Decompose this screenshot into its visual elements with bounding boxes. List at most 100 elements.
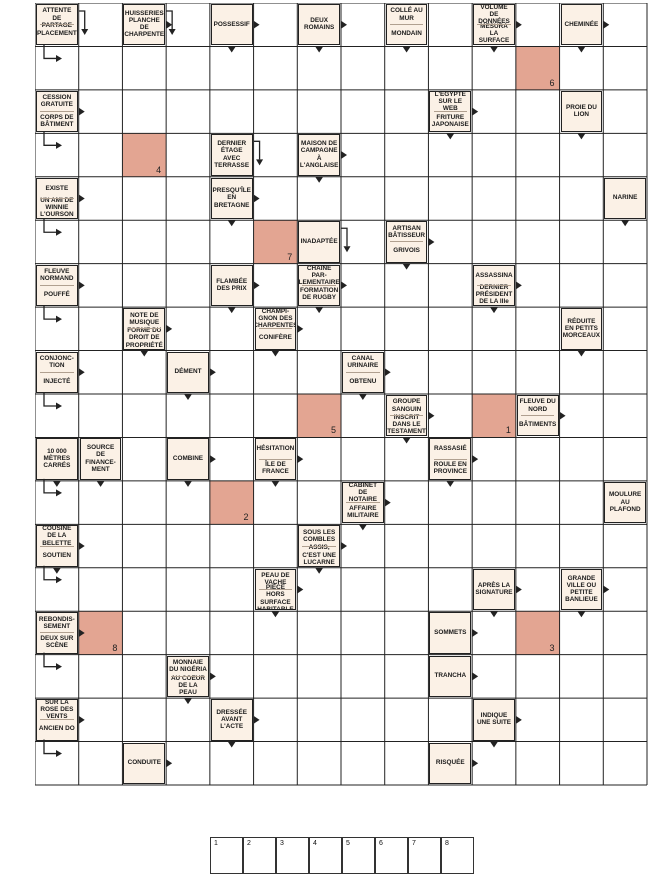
answer-cell[interactable] (341, 220, 385, 264)
answer-cell[interactable] (78, 133, 123, 177)
answer-cell[interactable] (122, 46, 167, 90)
answer-cell[interactable] (428, 176, 473, 221)
answer-cell[interactable] (603, 654, 647, 699)
answer-cell[interactable] (472, 654, 516, 699)
answer-cell[interactable] (166, 3, 210, 47)
answer-cell[interactable] (209, 524, 254, 568)
answer-cell[interactable] (253, 698, 298, 742)
answer-cell[interactable] (253, 741, 298, 785)
answer-cell[interactable] (428, 46, 473, 90)
answer-cell[interactable] (472, 611, 516, 655)
answer-cell[interactable] (428, 3, 473, 47)
answer-cell[interactable] (166, 698, 210, 742)
answer-cell[interactable] (122, 176, 167, 221)
answer-cell[interactable] (209, 220, 254, 264)
answer-cell[interactable] (603, 220, 647, 264)
answer-cell[interactable] (166, 176, 210, 221)
answer-cell[interactable] (297, 46, 341, 90)
answer-cell[interactable] (472, 350, 516, 394)
highlighted-cell[interactable]: 3 (515, 611, 560, 655)
answer-cell[interactable] (603, 307, 647, 351)
answer-cell[interactable] (209, 567, 254, 612)
answer-cell[interactable] (122, 89, 167, 134)
answer-cell[interactable] (384, 654, 429, 699)
answer-box[interactable]: 2 (243, 837, 276, 874)
answer-cell[interactable] (384, 698, 429, 742)
answer-cell[interactable] (297, 741, 341, 785)
answer-cell[interactable] (559, 611, 604, 655)
highlighted-cell[interactable]: 7 (253, 220, 298, 264)
answer-cell[interactable] (341, 176, 385, 221)
answer-cell[interactable] (253, 176, 298, 221)
answer-cell[interactable] (603, 133, 647, 177)
answer-cell[interactable] (384, 611, 429, 655)
answer-cell[interactable] (78, 567, 123, 612)
answer-cell[interactable] (384, 89, 429, 134)
answer-cell[interactable] (515, 480, 560, 525)
answer-box[interactable]: 1 (210, 837, 243, 874)
answer-cell[interactable] (209, 350, 254, 394)
answer-cell[interactable] (341, 567, 385, 612)
answer-cell[interactable] (209, 394, 254, 438)
answer-cell[interactable] (559, 176, 604, 221)
answer-cell[interactable] (297, 350, 341, 394)
answer-cell[interactable] (515, 567, 560, 612)
answer-cell[interactable] (428, 350, 473, 394)
answer-cell[interactable] (472, 89, 516, 134)
answer-cell[interactable] (78, 654, 123, 699)
answer-cell[interactable] (341, 394, 385, 438)
answer-cell[interactable] (515, 3, 560, 47)
answer-cell[interactable] (78, 741, 123, 785)
answer-cell[interactable] (515, 133, 560, 177)
answer-cell[interactable] (515, 741, 560, 785)
answer-cell[interactable] (122, 394, 167, 438)
answer-cell[interactable] (209, 654, 254, 699)
answer-cell[interactable] (78, 176, 123, 221)
answer-cell[interactable] (78, 394, 123, 438)
answer-cell[interactable] (253, 480, 298, 525)
answer-cell[interactable] (384, 46, 429, 90)
answer-cell[interactable] (341, 307, 385, 351)
answer-cell[interactable] (603, 611, 647, 655)
answer-cell[interactable] (122, 567, 167, 612)
answer-cell[interactable] (559, 220, 604, 264)
answer-box[interactable]: 8 (441, 837, 474, 874)
answer-cell[interactable] (253, 133, 298, 177)
answer-cell[interactable] (428, 307, 473, 351)
answer-cell[interactable] (472, 46, 516, 90)
answer-cell[interactable] (603, 741, 647, 785)
answer-box[interactable]: 3 (276, 837, 309, 874)
answer-cell[interactable] (515, 263, 560, 308)
answer-cell[interactable] (559, 263, 604, 308)
answer-cell[interactable] (559, 480, 604, 525)
answer-cell[interactable] (297, 307, 341, 351)
answer-box[interactable]: 4 (309, 837, 342, 874)
answer-cell[interactable] (166, 46, 210, 90)
answer-cell[interactable] (78, 307, 123, 351)
answer-cell[interactable] (166, 567, 210, 612)
answer-cell[interactable] (515, 437, 560, 481)
answer-cell[interactable] (472, 480, 516, 525)
answer-cell[interactable] (166, 524, 210, 568)
answer-cell[interactable] (253, 654, 298, 699)
answer-cell[interactable] (384, 350, 429, 394)
answer-cell[interactable] (209, 89, 254, 134)
answer-cell[interactable] (472, 437, 516, 481)
answer-cell[interactable] (297, 437, 341, 481)
answer-cell[interactable] (515, 698, 560, 742)
highlighted-cell[interactable]: 5 (297, 394, 341, 438)
highlighted-cell[interactable]: 6 (515, 46, 560, 90)
answer-cell[interactable] (35, 394, 79, 438)
answer-cell[interactable] (341, 3, 385, 47)
answer-cell[interactable] (603, 437, 647, 481)
answer-cell[interactable] (297, 567, 341, 612)
answer-cell[interactable] (297, 654, 341, 699)
answer-cell[interactable] (166, 307, 210, 351)
answer-cell[interactable] (559, 350, 604, 394)
answer-cell[interactable] (78, 524, 123, 568)
answer-cell[interactable] (253, 611, 298, 655)
answer-cell[interactable] (472, 133, 516, 177)
answer-cell[interactable] (35, 133, 79, 177)
highlighted-cell[interactable]: 1 (472, 394, 516, 438)
answer-cell[interactable] (78, 263, 123, 308)
